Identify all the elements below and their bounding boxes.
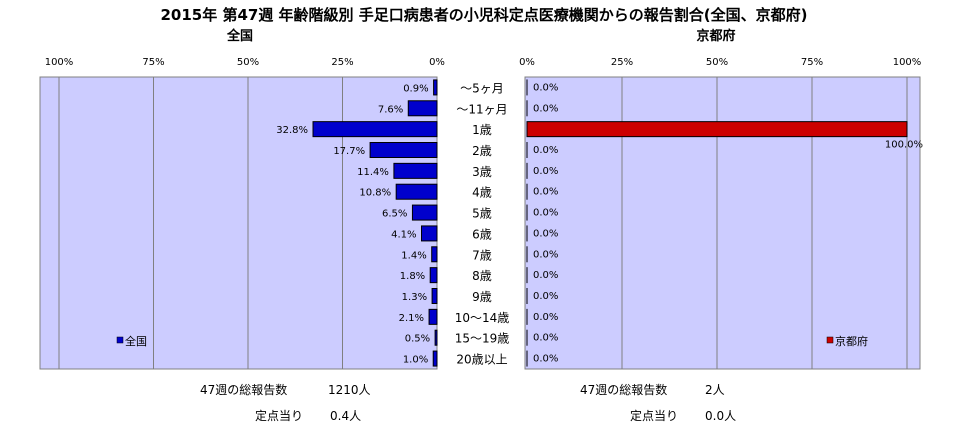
kyoto-tick-label: 75% — [801, 57, 823, 68]
panel-title-national: 全国 — [226, 28, 253, 44]
national-per-value: 0.4人 — [330, 409, 361, 423]
kyoto-legend-swatch — [826, 336, 834, 344]
national-data-label: 1.0% — [403, 355, 428, 366]
national-bar — [407, 100, 438, 117]
national-data-label: 4.1% — [391, 229, 416, 240]
national-bar — [432, 350, 438, 367]
national-tick-label: 75% — [142, 57, 164, 68]
kyoto-tick-label: 100% — [893, 57, 922, 68]
category-label: 9歳 — [472, 290, 492, 304]
national-bar — [369, 142, 438, 158]
national-tick-label: 0% — [429, 57, 445, 68]
national-data-label: 0.9% — [403, 83, 428, 94]
national-data-label: 0.5% — [405, 334, 430, 345]
kyoto-data-label: 0.0% — [533, 249, 558, 260]
category-label: ～11ヶ月 — [456, 102, 507, 116]
kyoto-total-label: 47週の総報告数 — [580, 382, 667, 397]
category-label: 10～14歳 — [455, 311, 510, 325]
national-bar — [428, 308, 438, 325]
category-label: 8歳 — [472, 269, 492, 283]
national-data-label: 1.8% — [400, 271, 425, 282]
kyoto-data-label: 0.0% — [533, 270, 558, 281]
kyoto-data-label: 0.0% — [533, 208, 558, 219]
category-label: 5歳 — [472, 207, 492, 221]
kyoto-plot-area — [524, 76, 921, 370]
national-bar — [429, 267, 438, 284]
kyoto-data-label: 0.0% — [533, 145, 558, 156]
national-bar — [431, 246, 438, 263]
panel-title-kyoto: 京都府 — [696, 28, 735, 44]
kyoto-data-label: 0.0% — [533, 187, 558, 198]
category-label: ～5ヶ月 — [460, 81, 504, 95]
category-label: 20歳以上 — [456, 353, 507, 367]
kyoto-data-label: 0.0% — [533, 354, 558, 365]
national-total-label: 47週の総報告数 — [200, 382, 287, 397]
national-data-label: 32.8% — [276, 125, 308, 136]
national-bar — [421, 225, 438, 242]
kyoto-data-label: 0.0% — [533, 82, 558, 93]
national-bar — [312, 121, 438, 138]
national-data-label: 11.4% — [357, 167, 389, 178]
category-label: 7歳 — [472, 248, 492, 262]
national-data-label: 1.4% — [401, 250, 426, 261]
national-total-value: 1210人 — [328, 383, 371, 397]
national-data-label: 7.6% — [378, 104, 403, 115]
national-bar — [434, 329, 438, 346]
kyoto-bar — [526, 121, 908, 138]
kyoto-tick-label: 0% — [519, 57, 535, 68]
chart-title: 2015年 第47週 年齢階級別 手足口病患者の小児科定点医療機関からの報告割合… — [160, 6, 807, 24]
kyoto-data-label: 0.0% — [533, 228, 558, 239]
national-legend-swatch — [116, 336, 124, 344]
category-label: 3歳 — [472, 165, 492, 179]
national-plot-area — [39, 76, 438, 370]
national-legend-label: 全国 — [125, 334, 147, 348]
national-data-label: 6.5% — [382, 209, 407, 220]
category-label: 4歳 — [472, 186, 492, 200]
national-bar — [431, 288, 438, 304]
national-bar — [393, 162, 438, 179]
kyoto-data-label: 0.0% — [533, 103, 558, 114]
kyoto-data-label: 0.0% — [533, 166, 558, 177]
kyoto-data-label: 0.0% — [533, 291, 558, 302]
national-tick-label: 50% — [237, 57, 259, 68]
national-bar — [395, 183, 438, 200]
national-data-label: 17.7% — [333, 146, 365, 157]
national-tick-label: 25% — [331, 57, 353, 68]
kyoto-per-label: 定点当り — [630, 408, 678, 423]
kyoto-legend-label: 京都府 — [835, 334, 868, 348]
kyoto-tick-label: 50% — [706, 57, 728, 68]
category-label: 15～19歳 — [455, 332, 510, 346]
national-data-label: 2.1% — [399, 313, 424, 324]
category-label: 1歳 — [472, 123, 492, 137]
national-data-label: 10.8% — [359, 188, 391, 199]
kyoto-total-value: 2人 — [705, 383, 725, 397]
national-tick-label: 100% — [45, 57, 74, 68]
kyoto-tick-label: 25% — [611, 57, 633, 68]
kyoto-per-value: 0.0人 — [705, 409, 736, 423]
category-label: 2歳 — [472, 144, 492, 158]
national-bar — [411, 204, 438, 221]
national-bar — [433, 79, 438, 96]
category-label: 6歳 — [472, 227, 492, 241]
national-data-label: 1.3% — [402, 292, 427, 303]
national-per-label: 定点当り — [255, 408, 303, 423]
kyoto-data-label: 0.0% — [533, 333, 558, 344]
kyoto-data-label: 100.0% — [885, 140, 923, 151]
kyoto-data-label: 0.0% — [533, 312, 558, 323]
